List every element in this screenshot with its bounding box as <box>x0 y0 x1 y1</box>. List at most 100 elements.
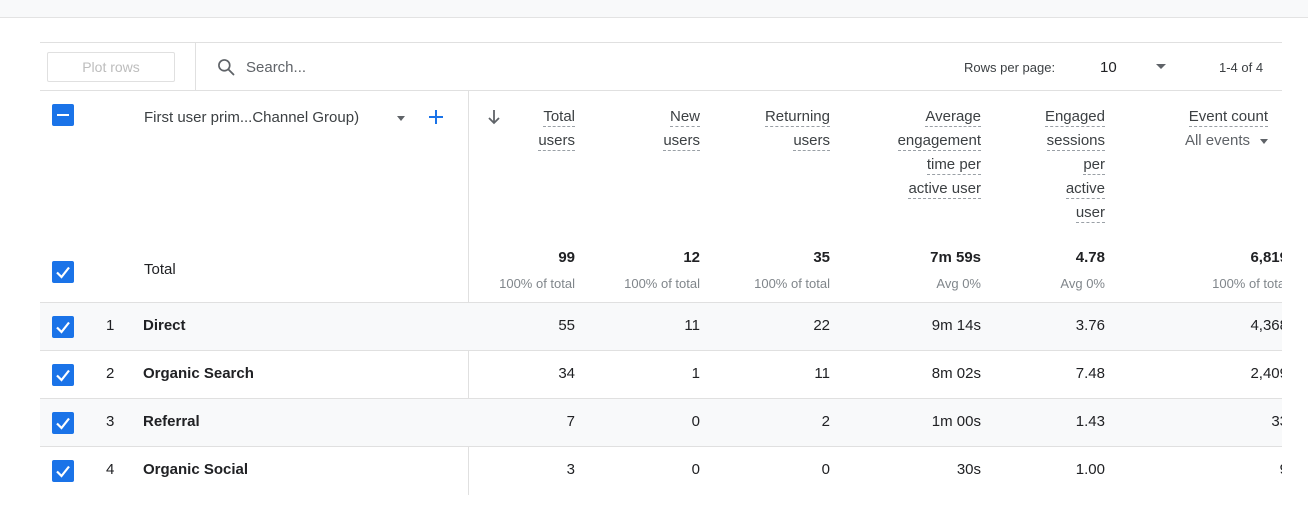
total-value: 35 <box>813 249 830 266</box>
header-line: users <box>793 132 830 151</box>
header-engaged-sessions[interactable]: Engaged sessions per active user <box>985 105 1105 225</box>
check-icon <box>56 369 70 382</box>
toolbar-divider <box>195 43 196 91</box>
total-percent: 100% of total <box>624 276 700 291</box>
header-line: users <box>538 132 575 151</box>
chevron-down-icon[interactable] <box>1156 64 1166 69</box>
row-checkbox[interactable] <box>52 316 74 338</box>
cell-avg-engagement: 30s <box>956 461 981 478</box>
total-value: 4.78 <box>1075 249 1105 266</box>
cell-avg-engagement: 9m 14s <box>931 317 981 334</box>
header-line: per <box>1083 156 1105 175</box>
row-channel-name: Organic Social <box>143 461 249 478</box>
table-row[interactable]: 1 Direct 55 11 22 9m 14s 3.76 4,368 <box>40 303 1282 351</box>
cell-total-users: 34 <box>558 365 575 382</box>
total-percent: 100% of total <box>499 276 575 291</box>
total-percent: 100% of total <box>754 276 830 291</box>
cell-new-users: 0 <box>691 461 700 478</box>
header-line: time per <box>926 156 981 175</box>
add-icon[interactable] <box>427 108 445 126</box>
cell-new-users: 0 <box>691 413 700 430</box>
plot-rows-button[interactable]: Plot rows <box>47 52 175 82</box>
total-value: 7m 59s <box>930 249 981 266</box>
total-percent: Avg 0% <box>936 276 981 291</box>
total-label: Total <box>144 261 176 278</box>
row-number: 4 <box>106 461 115 478</box>
row-channel-name: Organic Search <box>143 365 254 382</box>
cell-engaged-sessions: 7.48 <box>1075 365 1105 382</box>
dimension-header[interactable]: First user prim...Channel Group) <box>144 109 360 126</box>
total-percent: Avg 0% <box>1060 276 1105 291</box>
header-line: Average <box>925 108 981 127</box>
row-number: 2 <box>106 365 115 382</box>
cell-avg-engagement: 1m 00s <box>931 413 981 430</box>
rows-per-page-label: Rows per page: <box>964 60 1056 75</box>
cell-total-users: 3 <box>566 461 575 478</box>
header-line: active <box>1065 180 1105 199</box>
table-row[interactable]: 4 Organic Social 3 0 0 30s 1.00 9 <box>40 447 1282 495</box>
check-icon <box>56 465 70 478</box>
total-checkbox[interactable] <box>52 261 74 283</box>
header-new-users[interactable]: New users <box>580 105 700 153</box>
row-number: 1 <box>106 317 115 334</box>
cell-engaged-sessions: 3.76 <box>1075 317 1105 334</box>
row-channel-name: Referral <box>143 413 200 430</box>
header-event-count[interactable]: Event count All events <box>1128 105 1268 153</box>
header-line: Engaged <box>1044 108 1105 127</box>
report-table: First user prim...Channel Group) Total u… <box>40 91 1282 495</box>
row-checkbox[interactable] <box>52 412 74 434</box>
cell-total-users: 7 <box>566 413 575 430</box>
header-line: Total <box>543 108 575 127</box>
row-channel-name: Direct <box>143 317 186 334</box>
cell-event-count: 9 <box>1148 461 1282 478</box>
cell-returning-users: 0 <box>821 461 830 478</box>
cell-new-users: 1 <box>691 365 700 382</box>
header-line: New <box>669 108 700 127</box>
header-line: user <box>1075 204 1105 223</box>
chevron-down-icon[interactable] <box>397 116 405 121</box>
header-line: engagement <box>897 132 981 151</box>
search-icon <box>218 59 235 76</box>
table-row[interactable]: 2 Organic Search 34 1 11 8m 02s 7.48 2,4… <box>40 351 1282 399</box>
cell-event-count: 2,409 <box>1250 365 1282 382</box>
search-input[interactable] <box>246 56 646 78</box>
table-row[interactable]: 3 Referral 7 0 2 1m 00s 1.43 33 <box>40 399 1282 447</box>
total-value: 12 <box>683 249 700 266</box>
table-toolbar: Plot rows Rows per page: 10 1-4 of 4 <box>40 42 1282 91</box>
header-line: active user <box>908 180 981 199</box>
check-icon <box>56 321 70 334</box>
header-line: sessions <box>1046 132 1105 151</box>
header-total-users[interactable]: Total users <box>455 105 575 153</box>
event-filter-label: All events <box>1184 132 1250 149</box>
rows-per-page-select[interactable]: 10 <box>1100 59 1117 76</box>
header-line: users <box>663 132 700 151</box>
event-filter-select[interactable]: All events <box>1128 129 1268 153</box>
cell-engaged-sessions: 1.43 <box>1075 413 1105 430</box>
sort-descending-icon[interactable] <box>487 108 501 126</box>
cell-total-users: 55 <box>558 317 575 334</box>
cell-returning-users: 22 <box>813 317 830 334</box>
header-returning-users[interactable]: Returning users <box>710 105 830 153</box>
chevron-down-icon[interactable] <box>1260 138 1268 144</box>
select-all-checkbox[interactable] <box>52 104 74 126</box>
header-line: Event count <box>1188 108 1268 127</box>
pagination-text: 1-4 of 4 <box>1219 60 1264 75</box>
header-line: Returning <box>764 108 830 127</box>
cell-returning-users: 2 <box>821 413 830 430</box>
column-divider <box>468 91 469 495</box>
cell-event-count: 4,368 <box>1250 317 1282 334</box>
row-checkbox[interactable] <box>52 460 74 482</box>
cell-new-users: 11 <box>684 317 700 334</box>
header-avg-engagement-time[interactable]: Average engagement time per active user <box>841 105 981 201</box>
check-icon <box>56 417 70 430</box>
cell-returning-users: 11 <box>814 365 830 382</box>
total-value: 6,819 <box>1250 249 1282 266</box>
cell-avg-engagement: 8m 02s <box>931 365 981 382</box>
cell-engaged-sessions: 1.00 <box>1075 461 1105 478</box>
row-checkbox[interactable] <box>52 364 74 386</box>
row-number: 3 <box>106 413 115 430</box>
top-bar <box>0 0 1308 18</box>
total-value: 99 <box>558 249 575 266</box>
cell-event-count: 33 <box>1271 413 1282 430</box>
total-percent: 100% of total <box>1212 276 1282 291</box>
